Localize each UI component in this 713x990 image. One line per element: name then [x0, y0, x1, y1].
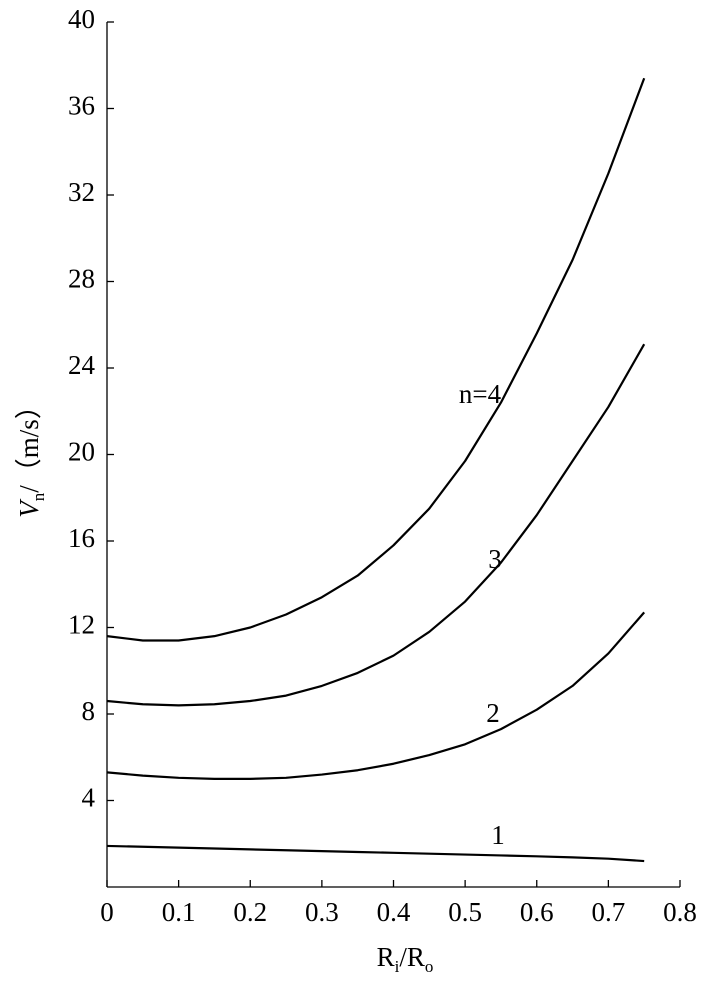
x-label-part: R — [377, 942, 395, 972]
x-label-part: /R — [399, 942, 425, 972]
y-label-part: V — [14, 498, 44, 518]
y-label-sub: n — [29, 492, 48, 501]
x-tick-label: 0.6 — [520, 897, 554, 927]
series-label: 1 — [491, 820, 505, 850]
line-series — [106, 77, 646, 642]
x-tick-label: 0.7 — [592, 897, 626, 927]
y-tick-label: 8 — [82, 696, 96, 726]
y-tick-label: 32 — [68, 177, 95, 207]
x-tick-label: 0.3 — [305, 897, 339, 927]
x-tick-label: 0.2 — [233, 897, 267, 927]
y-tick-label: 16 — [68, 523, 95, 553]
x-tick-label: 0 — [100, 897, 114, 927]
y-tick-label: 20 — [68, 437, 95, 467]
line-series — [106, 611, 646, 780]
y-tick-label: 36 — [68, 91, 95, 121]
series-label: n=4 — [459, 379, 502, 409]
line-series — [106, 844, 645, 863]
y-tick-label: 28 — [68, 264, 95, 294]
series-label: 3 — [488, 544, 502, 574]
y-axis-label: Vn/（m/s） — [14, 392, 48, 518]
x-label-sub: o — [425, 957, 434, 976]
x-tick-label: 0.5 — [448, 897, 482, 927]
series-label: 2 — [486, 698, 500, 728]
x-tick-label: 0.4 — [377, 897, 411, 927]
y-tick-label: 24 — [68, 350, 96, 380]
x-label-sub: i — [395, 957, 400, 976]
y-tick-label: 4 — [82, 783, 96, 813]
y-tick-label: 40 — [68, 4, 95, 34]
x-tick-label: 0.8 — [663, 897, 697, 927]
x-axis-label: Ri/Ro — [377, 942, 434, 976]
y-tick-label: 12 — [68, 610, 95, 640]
x-tick-label: 0.1 — [162, 897, 196, 927]
y-label-part: /（m/s） — [14, 392, 44, 493]
line-series — [106, 343, 646, 707]
